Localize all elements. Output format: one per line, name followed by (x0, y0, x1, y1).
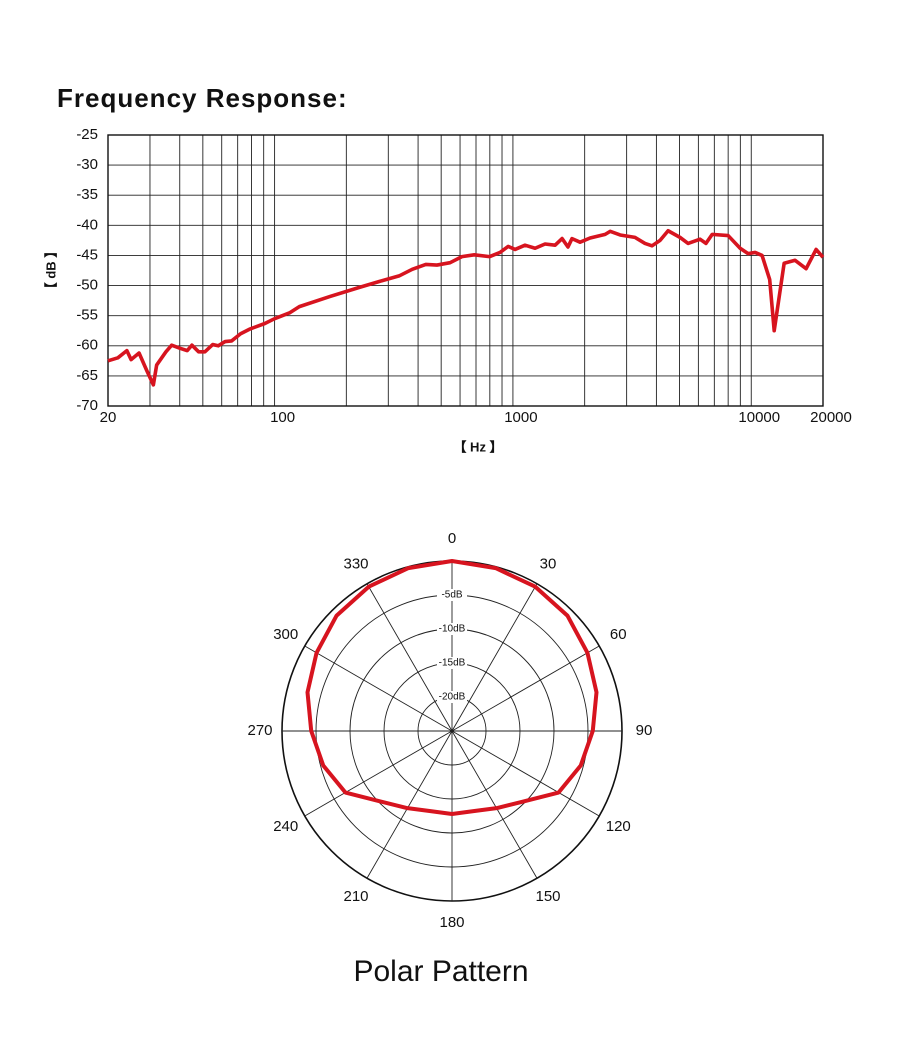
grid-spoke (451, 645, 600, 732)
ring-label: -5dB (441, 590, 462, 601)
x-tick-label: 20 (100, 409, 117, 426)
ring-label-bg (437, 691, 467, 703)
chart-title: Frequency Response: (57, 83, 348, 113)
ring-label: -10dB (439, 624, 466, 635)
ring-label: -20dB (439, 692, 466, 703)
y-tick-label: -45 (76, 246, 98, 263)
grid-spoke (366, 583, 453, 732)
x-axis-label: 【 Hz 】 (453, 439, 502, 454)
ring-label-bg (437, 657, 467, 669)
chart-title: Polar Pattern (353, 955, 528, 988)
plot-frame (107, 134, 824, 407)
data-line (107, 228, 825, 387)
grid-spoke (304, 645, 453, 732)
angle-label: 240 (273, 818, 298, 835)
y-tick-label: -30 (76, 156, 98, 173)
x-tick-label: 10000 (738, 409, 780, 426)
angle-label: 30 (540, 556, 557, 573)
y-axis-label: 【 dB 】 (43, 245, 58, 296)
x-tick-label: 1000 (504, 409, 537, 426)
angle-label: 210 (343, 888, 368, 905)
angle-label: 60 (610, 626, 627, 643)
angle-label: 90 (636, 722, 653, 739)
y-tick-label: -55 (76, 307, 98, 324)
grid-spoke (451, 583, 538, 732)
y-tick-label: -40 (76, 216, 98, 233)
y-tick-label: -70 (76, 397, 98, 414)
grid-spoke (451, 730, 538, 879)
y-tick-label: -25 (76, 126, 98, 143)
x-tick-label: 100 (270, 409, 295, 426)
angle-label: 180 (439, 914, 464, 931)
angle-label: 150 (535, 888, 560, 905)
y-tick-label: -35 (76, 186, 98, 203)
angle-label: 120 (606, 818, 631, 835)
angle-label: 330 (343, 556, 368, 573)
polar-line (305, 559, 599, 816)
ring-label-bg (437, 623, 467, 635)
grid-spoke (304, 730, 453, 817)
y-tick-label: -60 (76, 337, 98, 354)
angle-label: 300 (273, 626, 298, 643)
angle-label: 270 (247, 722, 272, 739)
grid-spoke (366, 730, 453, 879)
ring-label: -15dB (439, 658, 466, 669)
y-tick-label: -65 (76, 367, 98, 384)
ring-label-bg (437, 589, 467, 601)
grid-spoke (451, 730, 600, 817)
x-tick-label: 20000 (810, 409, 852, 426)
y-tick-label: -50 (76, 277, 98, 294)
angle-label: 0 (448, 530, 456, 547)
